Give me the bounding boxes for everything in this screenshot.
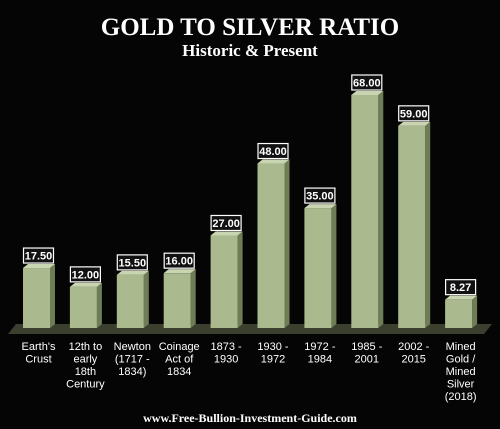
bar-top — [257, 159, 290, 164]
category-label: Newton (1717 -1834) — [114, 341, 151, 378]
bar — [210, 235, 238, 328]
bar-top — [304, 204, 337, 209]
bar — [304, 208, 332, 328]
bar-side — [331, 204, 337, 328]
bar — [351, 95, 379, 328]
bar-top — [210, 231, 243, 236]
bar — [69, 286, 97, 328]
bar-side — [190, 269, 196, 328]
category-label: 1972 -1984 — [304, 341, 336, 366]
value-label-box — [398, 105, 430, 122]
value-label-box — [163, 252, 195, 269]
value-label: 16.00 — [165, 256, 193, 268]
bar-side — [472, 295, 478, 328]
value-label: 8.27 — [450, 282, 471, 294]
bar — [398, 125, 426, 329]
plot-area: 17.50 Earth's Crust 12.00 12th to early 18th Ce… — [8, 74, 492, 403]
bar-top — [351, 91, 384, 95]
bar-top — [163, 269, 196, 274]
category-label: Earth's Crust — [22, 341, 56, 366]
bar-side — [96, 282, 102, 328]
chart-title: GOLD TO SILVER RATIO — [101, 14, 400, 41]
value-label: 17.50 — [25, 251, 53, 263]
category-label: 1873 -1930 — [210, 341, 242, 366]
category-label: 12th to early 18th Century — [66, 341, 105, 391]
value-label: 35.00 — [306, 191, 334, 203]
footer-url: www.Free-Bullion-Investment-Guide.com — [143, 411, 357, 425]
value-label-box — [69, 266, 102, 283]
value-label-box — [445, 279, 477, 296]
bar-top — [23, 264, 55, 269]
bar — [163, 273, 191, 328]
category-label: Coinage Act of 1834 — [159, 341, 200, 378]
chart-subtitle: Historic & Present — [182, 41, 318, 60]
value-label: 68.00 — [353, 78, 381, 90]
bar — [257, 163, 285, 328]
category-label: 1985 -2001 — [351, 341, 383, 366]
category-label: Mined Gold / Mined Silver (2018) — [445, 341, 477, 403]
value-label-box — [304, 187, 336, 204]
bar-side — [425, 121, 431, 329]
bar — [445, 299, 473, 328]
bar-side — [237, 231, 243, 328]
value-label-box — [210, 214, 242, 232]
bar — [116, 274, 144, 328]
category-label: 1930 -1972 — [257, 341, 289, 366]
value-label: 48.00 — [259, 146, 287, 158]
value-label: 27.00 — [212, 218, 240, 230]
value-label: 59.00 — [400, 108, 428, 120]
bar-top — [116, 270, 149, 275]
category-label: 2002 -2015 — [398, 341, 430, 366]
value-label: 15.50 — [119, 257, 147, 269]
bar-top — [69, 282, 102, 287]
value-label-box — [257, 142, 289, 160]
value-label: 12.00 — [72, 269, 100, 281]
bar-side — [50, 264, 55, 328]
bar-side — [143, 270, 149, 328]
bar — [23, 268, 50, 328]
bar-side — [284, 159, 290, 328]
bar-top — [398, 121, 431, 126]
bar-side — [378, 91, 384, 328]
bar-top — [445, 295, 478, 300]
value-label-box — [116, 254, 148, 271]
value-label-box — [22, 247, 55, 264]
value-label-box — [351, 74, 383, 91]
